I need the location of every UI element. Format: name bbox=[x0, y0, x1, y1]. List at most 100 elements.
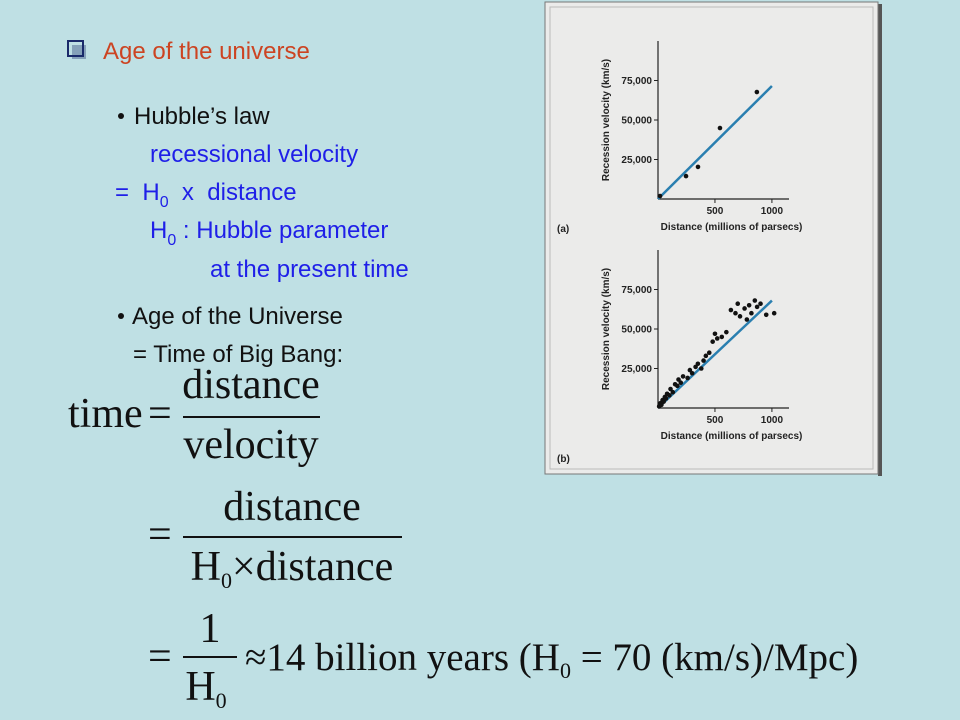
text: H bbox=[191, 544, 221, 590]
text: ×distance bbox=[232, 544, 393, 590]
point bbox=[676, 377, 681, 382]
text: = H bbox=[115, 179, 160, 206]
point bbox=[683, 173, 689, 179]
heading: Age of the universe bbox=[103, 38, 310, 65]
point bbox=[724, 329, 729, 335]
point bbox=[670, 389, 676, 395]
eq-lhs: time bbox=[68, 391, 143, 437]
point bbox=[733, 310, 738, 316]
trend-line bbox=[657, 85, 773, 200]
point bbox=[710, 339, 715, 344]
panel-label: (a) bbox=[557, 224, 569, 235]
point bbox=[742, 306, 747, 311]
text: = 70 (km/s)/Mpc) bbox=[571, 636, 858, 679]
text: x distance bbox=[169, 179, 297, 206]
text-line: recessional velocity bbox=[150, 141, 358, 168]
y-axis-title: Recession velocity (km/s) bbox=[601, 59, 612, 181]
checkbox-shadow bbox=[72, 45, 86, 59]
point bbox=[752, 298, 758, 303]
text-line: H0 : Hubble parameter bbox=[150, 217, 388, 249]
eq-rhs: ≈14 billion years (H0 = 70 (km/s)/Mpc) bbox=[245, 636, 858, 683]
point bbox=[675, 383, 680, 389]
point bbox=[678, 380, 684, 386]
point bbox=[695, 164, 701, 170]
text: H bbox=[185, 664, 215, 710]
point bbox=[693, 364, 698, 370]
point bbox=[717, 125, 723, 131]
point bbox=[754, 304, 760, 310]
y-tick-label: 50,000 bbox=[621, 325, 652, 336]
trend-line bbox=[657, 299, 773, 409]
point bbox=[667, 393, 672, 398]
point bbox=[661, 399, 666, 404]
text: : Hubble parameter bbox=[176, 217, 388, 244]
subscript: 0 bbox=[560, 658, 571, 683]
eq-num: distance bbox=[182, 362, 320, 408]
eq-den: velocity bbox=[183, 422, 318, 468]
y-tick-label: 75,000 bbox=[621, 285, 652, 296]
point bbox=[706, 350, 712, 356]
point bbox=[728, 307, 734, 313]
y-tick-label: 75,000 bbox=[621, 76, 652, 87]
text-line: at the present time bbox=[210, 256, 409, 283]
point bbox=[689, 370, 695, 376]
point bbox=[698, 366, 704, 371]
subscript: 0 bbox=[216, 688, 227, 713]
point bbox=[668, 386, 673, 392]
point bbox=[714, 336, 720, 341]
x-tick-label: 500 bbox=[707, 206, 724, 217]
point bbox=[735, 301, 741, 307]
bullet bbox=[118, 313, 124, 319]
point bbox=[701, 358, 706, 363]
subscript: 0 bbox=[167, 232, 176, 249]
y-tick-label: 25,000 bbox=[621, 364, 652, 375]
y-tick-label: 50,000 bbox=[621, 116, 652, 127]
x-tick-label: 1000 bbox=[761, 206, 784, 217]
point bbox=[744, 317, 750, 322]
x-axis-title: Distance (millions of parsecs) bbox=[661, 222, 803, 233]
figure-inner-border bbox=[549, 6, 874, 470]
x-tick-label: 500 bbox=[707, 415, 724, 426]
y-tick-label: 25,000 bbox=[621, 155, 652, 166]
text-line: = Time of Big Bang: bbox=[133, 341, 343, 368]
text-line: = H0 x distance bbox=[115, 179, 297, 211]
eq-op: = bbox=[148, 391, 172, 437]
eq-op: = bbox=[148, 634, 172, 680]
point bbox=[687, 367, 693, 373]
point bbox=[763, 312, 769, 318]
point bbox=[695, 361, 701, 367]
eq-num: 1 bbox=[200, 606, 221, 652]
y-axis-title: Recession velocity (km/s) bbox=[601, 268, 612, 390]
checkbox-icon bbox=[67, 40, 84, 57]
point bbox=[659, 402, 664, 408]
point bbox=[749, 310, 754, 316]
text: H bbox=[150, 217, 167, 244]
point bbox=[685, 375, 690, 381]
point bbox=[771, 310, 777, 316]
point bbox=[746, 303, 752, 308]
point bbox=[758, 301, 763, 307]
bullet-title: Age of the Universe bbox=[132, 303, 343, 330]
eq-den: H0 bbox=[185, 664, 226, 713]
point bbox=[663, 396, 669, 401]
x-tick-label: 1000 bbox=[761, 415, 784, 426]
bullet bbox=[118, 113, 124, 119]
text: ≈14 billion years (H bbox=[245, 636, 560, 679]
point bbox=[680, 374, 686, 379]
eq-num: distance bbox=[223, 484, 361, 530]
bullet-title: Hubble’s law bbox=[134, 103, 270, 130]
subscript: 0 bbox=[221, 568, 232, 593]
panel-label: (b) bbox=[557, 454, 570, 465]
point bbox=[754, 89, 760, 95]
point bbox=[719, 334, 725, 340]
point bbox=[712, 331, 718, 337]
eq-den: H0×distance bbox=[191, 544, 394, 593]
eq-op: = bbox=[148, 512, 172, 558]
point bbox=[703, 353, 709, 359]
x-axis-title: Distance (millions of parsecs) bbox=[661, 431, 803, 442]
point bbox=[737, 314, 743, 319]
subscript: 0 bbox=[160, 194, 169, 211]
frame-shadow bbox=[878, 4, 882, 476]
